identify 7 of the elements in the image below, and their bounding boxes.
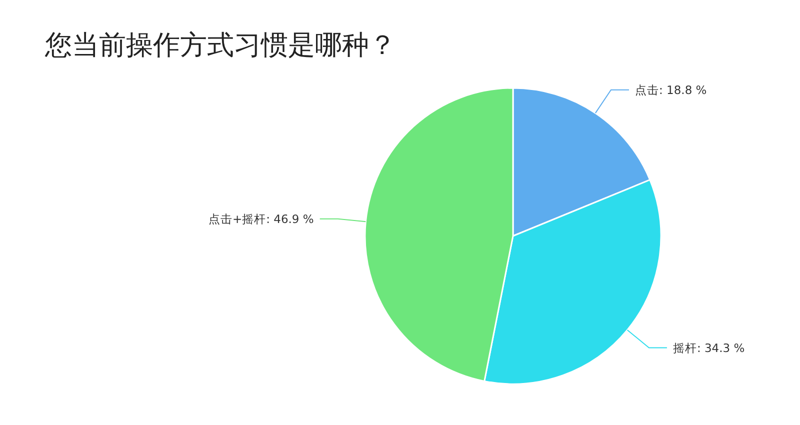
slice-label: 点击 <box>635 82 660 97</box>
data-label: : 46.9 % <box>266 212 314 226</box>
chart-title: 您当前操作方式习惯是哪种？ <box>44 30 396 61</box>
slice-label: 点击+摇杆 <box>208 212 266 226</box>
slice-label: 摇杆 <box>672 340 697 355</box>
data-label: : 34.3 % <box>696 340 745 355</box>
data-label: : 18.8 % <box>659 82 707 97</box>
